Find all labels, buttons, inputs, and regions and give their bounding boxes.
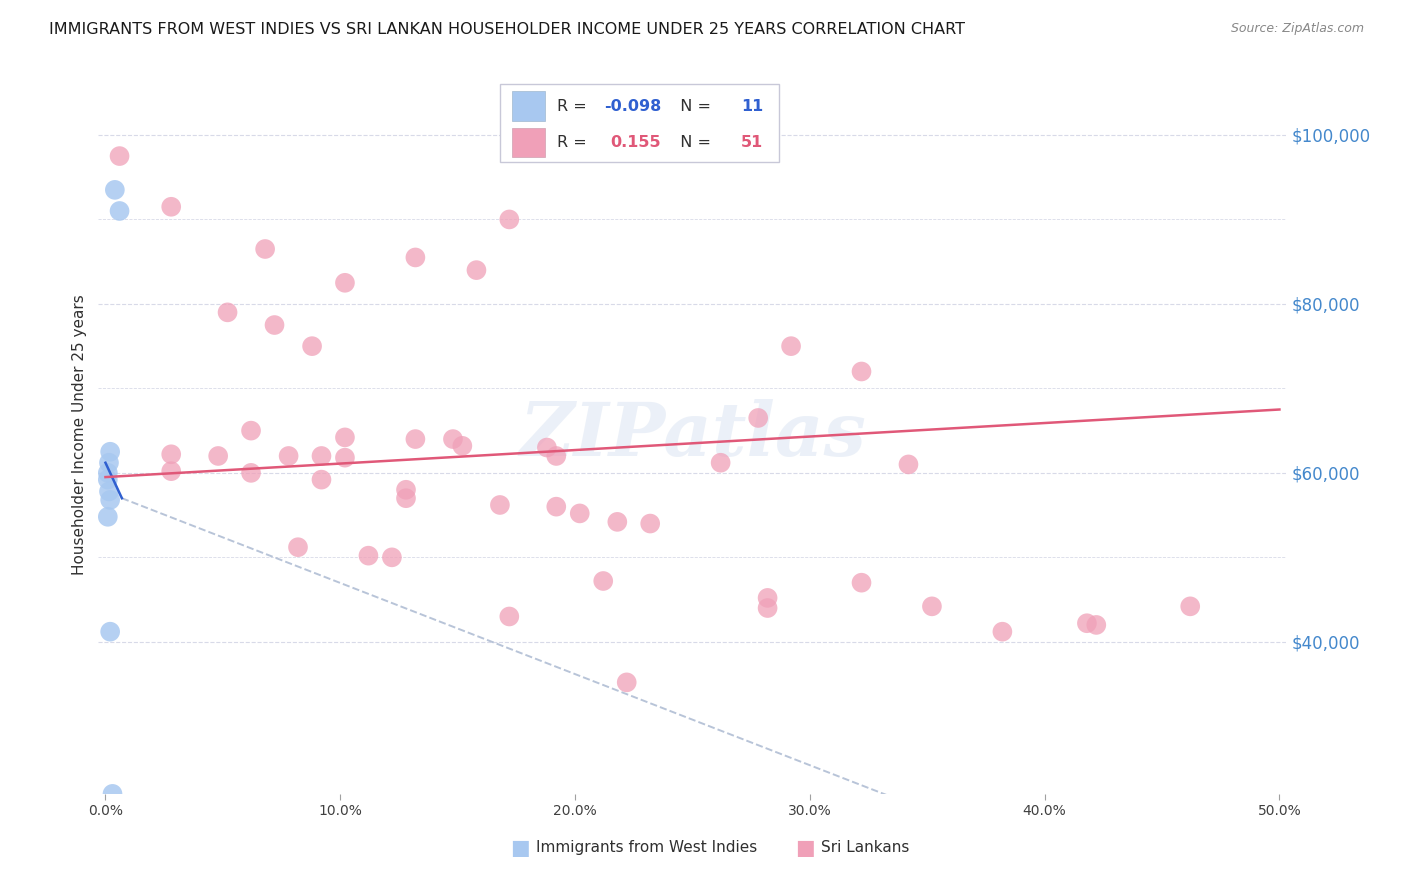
Text: Immigrants from West Indies: Immigrants from West Indies	[536, 840, 756, 855]
Point	[333, 450, 356, 465]
Text: IMMIGRANTS FROM WEST INDIES VS SRI LANKAN HOUSEHOLDER INCOME UNDER 25 YEARS CORR: IMMIGRANTS FROM WEST INDIES VS SRI LANKA…	[49, 22, 965, 37]
Text: Source: ZipAtlas.com: Source: ZipAtlas.com	[1230, 22, 1364, 36]
Text: N =: N =	[669, 135, 716, 150]
Point	[756, 601, 779, 615]
Point	[851, 575, 873, 590]
Point	[441, 432, 464, 446]
Point	[638, 516, 661, 531]
Text: N =: N =	[669, 99, 716, 113]
Point	[98, 456, 121, 470]
Point	[207, 449, 229, 463]
Point	[1076, 616, 1098, 631]
Text: 51: 51	[741, 135, 763, 150]
Point	[311, 449, 333, 463]
Point	[546, 449, 568, 463]
Point	[108, 149, 131, 163]
FancyBboxPatch shape	[512, 128, 546, 157]
Point	[592, 574, 614, 588]
Point	[301, 339, 323, 353]
Point	[97, 509, 120, 524]
Point	[606, 515, 628, 529]
Point	[311, 473, 333, 487]
Point	[254, 242, 277, 256]
Point	[616, 675, 638, 690]
Point	[357, 549, 380, 563]
Text: Sri Lankans: Sri Lankans	[821, 840, 910, 855]
Point	[568, 507, 591, 521]
Point	[240, 424, 263, 438]
Point	[404, 251, 426, 265]
Point	[747, 411, 769, 425]
Text: 11: 11	[741, 99, 763, 113]
Point	[991, 624, 1014, 639]
Point	[1180, 599, 1202, 614]
Point	[851, 364, 873, 378]
Point	[465, 263, 488, 277]
Point	[333, 430, 356, 444]
Point	[101, 787, 124, 801]
Point	[897, 458, 920, 472]
Point	[108, 204, 131, 219]
Text: 0.155: 0.155	[610, 135, 661, 150]
Point	[780, 339, 803, 353]
Point	[498, 609, 520, 624]
Point	[404, 432, 426, 446]
Y-axis label: Householder Income Under 25 years: Householder Income Under 25 years	[72, 294, 87, 575]
Text: R =: R =	[557, 99, 592, 113]
Point	[536, 441, 558, 455]
Text: ■: ■	[796, 838, 815, 858]
Point	[489, 498, 512, 512]
Point	[263, 318, 285, 332]
Point	[1085, 618, 1108, 632]
Text: ZIPatlas: ZIPatlas	[519, 399, 866, 471]
Point	[498, 212, 520, 227]
FancyBboxPatch shape	[512, 91, 546, 121]
Point	[756, 591, 779, 605]
Text: R =: R =	[557, 135, 598, 150]
Point	[217, 305, 239, 319]
Point	[160, 464, 183, 478]
Point	[546, 500, 568, 514]
Point	[98, 492, 121, 507]
FancyBboxPatch shape	[501, 85, 779, 162]
Point	[97, 473, 120, 487]
Point	[98, 624, 121, 639]
Point	[160, 200, 183, 214]
Point	[277, 449, 299, 463]
Point	[333, 276, 356, 290]
Point	[98, 484, 121, 499]
Point	[381, 550, 404, 565]
Text: -0.098: -0.098	[605, 99, 662, 113]
Point	[451, 439, 474, 453]
Point	[287, 540, 309, 554]
Point	[98, 444, 121, 458]
Point	[395, 491, 418, 506]
Point	[395, 483, 418, 497]
Point	[160, 447, 183, 461]
Text: ■: ■	[510, 838, 530, 858]
Point	[97, 466, 120, 480]
Point	[710, 456, 733, 470]
Point	[104, 183, 127, 197]
Point	[921, 599, 943, 614]
Point	[240, 466, 263, 480]
